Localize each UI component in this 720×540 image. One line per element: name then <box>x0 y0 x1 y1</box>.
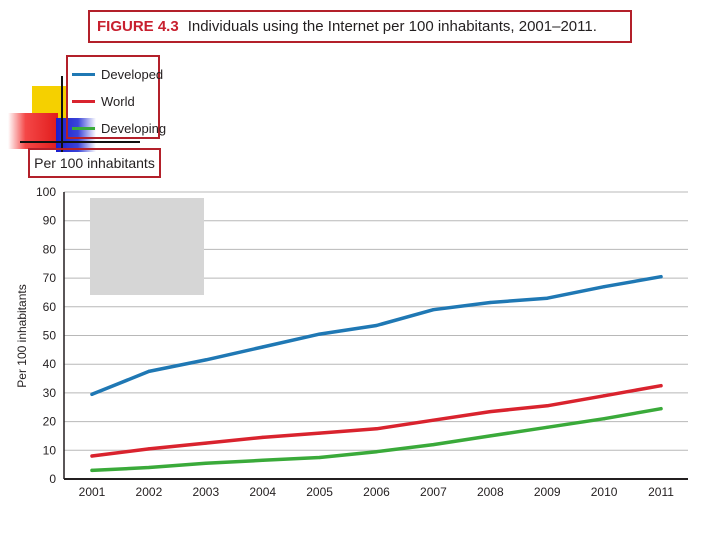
x-tick-label-2008: 2008 <box>477 485 504 499</box>
point-developed-2003 <box>204 358 208 362</box>
point-developing-2008 <box>488 434 492 438</box>
point-world-2002 <box>147 447 151 451</box>
legend-label-developed: Developed <box>101 67 164 82</box>
figure-title-text: Individuals using the Internet per 100 i… <box>187 18 597 35</box>
point-world-2003 <box>204 441 208 445</box>
y-tick-label-70: 70 <box>43 271 57 285</box>
point-developing-2011 <box>659 407 663 411</box>
series-line-world <box>90 383 663 458</box>
legend-swatch-developed <box>72 73 95 76</box>
decor-horizontal-line <box>20 141 140 143</box>
decor-red-gradient <box>8 113 58 149</box>
point-developed-2008 <box>488 300 492 305</box>
point-developed-2001 <box>90 392 94 396</box>
point-world-2001 <box>90 454 94 458</box>
figure-label: FIGURE 4.3 <box>97 18 179 35</box>
legend-label-world: World <box>101 94 135 109</box>
point-world-2009 <box>545 404 549 408</box>
x-tick-label-2001: 2001 <box>79 485 106 499</box>
unit-label: Per 100 inhabitants <box>28 148 161 178</box>
point-world-2004 <box>261 435 265 439</box>
point-developing-2009 <box>545 425 549 429</box>
series-line-developing <box>90 406 663 473</box>
y-tick-label-50: 50 <box>43 329 57 343</box>
x-tick-label-2006: 2006 <box>363 485 390 499</box>
legend-swatch-developing <box>72 127 95 130</box>
y-tick-label-30: 30 <box>43 386 57 400</box>
point-world-2006 <box>374 427 379 431</box>
x-tick-label-2009: 2009 <box>534 485 561 499</box>
y-tick-label-20: 20 <box>43 415 57 429</box>
point-developed-2002 <box>147 369 151 373</box>
legend-item-world: World <box>68 88 158 115</box>
point-world-2010 <box>602 394 606 398</box>
x-tick-label-2004: 2004 <box>249 485 276 499</box>
point-developing-2003 <box>204 461 208 465</box>
point-developed-2010 <box>602 285 606 289</box>
point-world-2007 <box>431 418 435 422</box>
x-tick-label-2003: 2003 <box>192 485 219 499</box>
figure-title: FIGURE 4.3 Individuals using the Interne… <box>88 10 632 43</box>
decor-vertical-line <box>61 76 63 152</box>
point-developing-2006 <box>374 450 379 454</box>
point-developed-2006 <box>374 323 379 328</box>
point-developed-2005 <box>318 332 322 336</box>
x-tick-label-2005: 2005 <box>306 485 333 499</box>
x-tick-label-2010: 2010 <box>591 485 618 499</box>
y-tick-label-40: 40 <box>43 357 57 371</box>
point-developing-2010 <box>602 417 606 421</box>
y-tick-label-100: 100 <box>36 185 56 199</box>
y-axis-title: Per 100 inhabitants <box>15 284 29 387</box>
chart-legend: Developed World Developing <box>66 55 166 142</box>
placeholder-rectangle <box>90 198 204 295</box>
point-developing-2002 <box>147 465 151 470</box>
y-tick-label-80: 80 <box>43 242 57 256</box>
legend-swatch-world <box>72 100 95 103</box>
x-tick-label-2007: 2007 <box>420 485 447 499</box>
y-tick-label-60: 60 <box>43 300 57 314</box>
point-developing-2007 <box>431 442 435 447</box>
x-tick-label-2002: 2002 <box>136 485 163 499</box>
legend-item-developed: Developed <box>68 61 163 88</box>
point-world-2011 <box>659 384 663 388</box>
point-developed-2007 <box>431 308 435 312</box>
point-developing-2004 <box>261 458 265 462</box>
point-developed-2004 <box>261 345 265 349</box>
point-world-2005 <box>318 431 322 435</box>
y-tick-label-0: 0 <box>49 472 56 486</box>
y-tick-label-10: 10 <box>43 443 57 457</box>
point-developing-2005 <box>318 455 322 460</box>
legend-label-developing: Developing <box>101 121 167 136</box>
point-developed-2011 <box>659 275 663 279</box>
point-developing-2001 <box>90 468 94 472</box>
x-tick-label-2011: 2011 <box>648 485 674 499</box>
point-developed-2009 <box>545 296 549 300</box>
y-tick-label-90: 90 <box>43 214 57 228</box>
legend-item-developing: Developing <box>68 115 166 142</box>
point-world-2008 <box>488 409 492 414</box>
